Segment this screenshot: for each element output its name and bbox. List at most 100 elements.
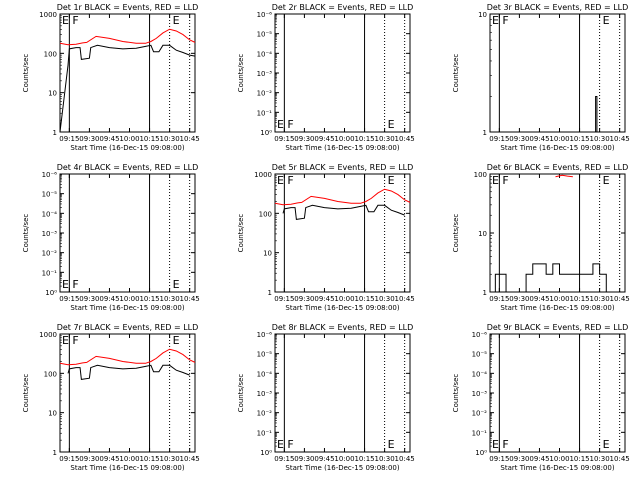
plot-frame: [59, 13, 196, 133]
x-tick-label: 10:30: [375, 295, 395, 303]
x-tick-label: 09:30: [79, 295, 99, 303]
y-tick-label: 10⁻⁵: [42, 191, 58, 199]
marker-label: E: [603, 174, 610, 187]
x-tick-label: 10:15: [139, 455, 159, 463]
y-axis-label: Counts/sec: [22, 54, 30, 93]
y-tick-label: 10⁻⁴: [257, 370, 273, 378]
x-tick-label: 09:15: [489, 295, 509, 303]
y-tick-label: 10⁻³: [42, 230, 58, 238]
y-tick-label: 10⁻⁴: [42, 210, 58, 218]
y-tick-label: 100: [44, 50, 57, 58]
x-tick-label: 10:15: [139, 295, 159, 303]
x-tick-label: 09:15: [59, 455, 79, 463]
corner-label: E: [492, 14, 499, 27]
marker-label: E: [603, 14, 610, 27]
x-tick-label: 10:00: [549, 455, 569, 463]
marker-label: E: [388, 438, 395, 451]
marker-label: F: [287, 118, 293, 131]
plot-frame: [489, 13, 626, 133]
x-tick-label: 09:15: [59, 135, 79, 143]
x-tick-label: 10:45: [610, 135, 630, 143]
x-tick-label: 10:15: [569, 455, 589, 463]
y-tick-label: 100: [44, 370, 57, 378]
marker-label: F: [502, 174, 508, 187]
x-tick-label: 10:30: [160, 135, 180, 143]
black-series-line: [490, 263, 625, 293]
y-tick-label: 1: [268, 289, 272, 297]
y-tick-label: 10: [478, 230, 487, 238]
y-axis-label: Counts/sec: [22, 214, 30, 253]
x-tick-label: 10:45: [395, 135, 415, 143]
x-tick-label: 10:00: [334, 455, 354, 463]
chart-panel: Det 2r BLACK = Events, RED = LLD 10⁰ 10⁻¹ 1…: [237, 3, 415, 152]
x-tick-label: 10:30: [160, 295, 180, 303]
chart-panel: Det 4r BLACK = Events, RED = LLD 10⁰ 10⁻¹ 1…: [22, 163, 200, 312]
x-tick-label: 10:15: [139, 135, 159, 143]
x-tick-label: 09:15: [274, 455, 294, 463]
plot-frame: [274, 173, 411, 293]
x-tick-label: 09:45: [529, 455, 549, 463]
chart-title: Det 7r BLACK = Events, RED = LLD: [57, 323, 199, 332]
y-tick-label: 1: [483, 129, 487, 137]
corner-label: E: [492, 174, 499, 187]
y-tick-label: 10⁻⁵: [257, 31, 273, 39]
corner-label: E: [277, 118, 284, 131]
x-tick-label: 10:00: [119, 135, 139, 143]
x-tick-label: 10:45: [180, 455, 200, 463]
y-tick-label: 10⁻⁶: [472, 331, 488, 339]
x-tick-label: 09:30: [509, 295, 529, 303]
corner-label: E: [62, 14, 69, 27]
red-series-line: [555, 174, 573, 178]
black-series-line: [59, 44, 196, 133]
marker-label: F: [287, 438, 293, 451]
chart-title: Det 1r BLACK = Events, RED = LLD: [57, 3, 199, 12]
plot-frame: [59, 333, 196, 453]
x-tick-label: 09:45: [99, 295, 119, 303]
black-series-line: [595, 95, 598, 132]
plot-frame: [274, 333, 411, 453]
x-tick-label: 10:00: [334, 135, 354, 143]
marker-label: E: [173, 334, 180, 347]
chart-panel: Det 6r BLACK = Events, RED = LLD 1 10 100 09…: [452, 163, 630, 312]
x-tick-label: 09:30: [509, 135, 529, 143]
x-tick-label: 09:30: [294, 455, 314, 463]
corner-label: E: [62, 334, 69, 347]
y-tick-label: 10⁻⁵: [257, 351, 273, 359]
marker-label: E: [603, 438, 610, 451]
marker-label: F: [502, 14, 508, 27]
x-tick-label: 10:15: [569, 295, 589, 303]
marker-label: F: [287, 174, 293, 187]
x-tick-label: 10:45: [180, 135, 200, 143]
y-tick-label: 10⁻³: [257, 70, 273, 78]
x-tick-label: 09:45: [314, 455, 334, 463]
y-tick-label: 10: [48, 90, 57, 98]
y-axis-label: Counts/sec: [22, 374, 30, 413]
y-tick-label: 10⁻¹: [472, 429, 488, 437]
x-tick-label: 09:30: [79, 135, 99, 143]
x-tick-label: 10:45: [395, 295, 415, 303]
x-tick-label: 09:45: [99, 135, 119, 143]
chart-title: Det 4r BLACK = Events, RED = LLD: [57, 163, 199, 172]
y-tick-label: 10⁻¹: [42, 269, 58, 277]
x-tick-label: 10:30: [590, 135, 610, 143]
y-tick-label: 10⁻²: [257, 90, 273, 98]
y-tick-label: 10⁻²: [257, 410, 273, 418]
chart-title: Det 6r BLACK = Events, RED = LLD: [487, 163, 629, 172]
x-tick-label: 10:15: [354, 135, 374, 143]
chart-panel: Det 8r BLACK = Events, RED = LLD 10⁰ 10⁻¹ 1…: [237, 323, 415, 472]
x-axis-label: Start Time (16-Dec-15 09:08:00): [285, 304, 399, 312]
red-series-line: [274, 188, 411, 206]
x-tick-label: 10:15: [354, 455, 374, 463]
plot-frame: [489, 333, 626, 453]
y-tick-label: 10⁻³: [257, 390, 273, 398]
y-axis-label: Counts/sec: [237, 214, 245, 253]
chart-title: Det 9r BLACK = Events, RED = LLD: [487, 323, 629, 332]
y-axis-label: Counts/sec: [237, 374, 245, 413]
plot-frame: [274, 13, 411, 133]
x-tick-label: 09:30: [79, 455, 99, 463]
x-tick-label: 10:30: [590, 455, 610, 463]
y-tick-label: 10⁰: [45, 289, 57, 297]
x-tick-label: 10:30: [160, 455, 180, 463]
y-tick-label: 10⁻⁶: [42, 171, 58, 179]
x-axis-label: Start Time (16-Dec-15 09:08:00): [500, 144, 614, 152]
